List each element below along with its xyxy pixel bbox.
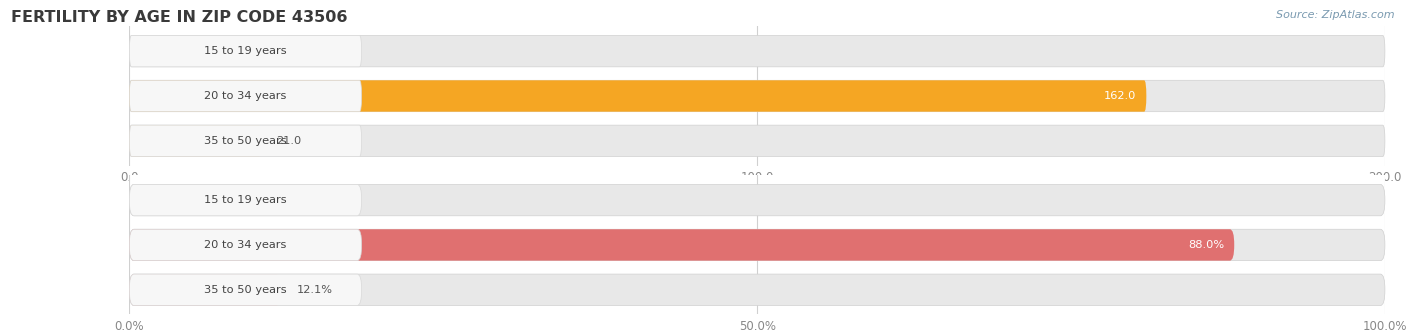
FancyBboxPatch shape — [129, 229, 1385, 260]
Text: 21.0: 21.0 — [276, 136, 301, 146]
FancyBboxPatch shape — [129, 35, 1385, 67]
Text: FERTILITY BY AGE IN ZIP CODE 43506: FERTILITY BY AGE IN ZIP CODE 43506 — [11, 10, 347, 25]
Text: Source: ZipAtlas.com: Source: ZipAtlas.com — [1277, 10, 1395, 20]
FancyBboxPatch shape — [129, 125, 1385, 157]
FancyBboxPatch shape — [129, 229, 1234, 260]
FancyBboxPatch shape — [129, 125, 262, 157]
Text: 20 to 34 years: 20 to 34 years — [204, 240, 287, 250]
Text: 35 to 50 years: 35 to 50 years — [204, 285, 287, 295]
FancyBboxPatch shape — [129, 125, 361, 157]
Text: 20 to 34 years: 20 to 34 years — [204, 91, 287, 101]
Text: 15 to 19 years: 15 to 19 years — [204, 46, 287, 56]
FancyBboxPatch shape — [129, 274, 281, 306]
Text: 88.0%: 88.0% — [1188, 240, 1225, 250]
FancyBboxPatch shape — [129, 184, 1385, 216]
FancyBboxPatch shape — [129, 274, 1385, 306]
Text: 15 to 19 years: 15 to 19 years — [204, 195, 287, 205]
Text: 35 to 50 years: 35 to 50 years — [204, 136, 287, 146]
FancyBboxPatch shape — [129, 80, 361, 112]
FancyBboxPatch shape — [129, 35, 361, 67]
Text: 12.1%: 12.1% — [297, 285, 332, 295]
Text: 162.0: 162.0 — [1104, 91, 1136, 101]
FancyBboxPatch shape — [129, 184, 361, 216]
FancyBboxPatch shape — [129, 80, 1146, 112]
FancyBboxPatch shape — [129, 229, 361, 260]
FancyBboxPatch shape — [129, 80, 1385, 112]
FancyBboxPatch shape — [129, 274, 361, 306]
